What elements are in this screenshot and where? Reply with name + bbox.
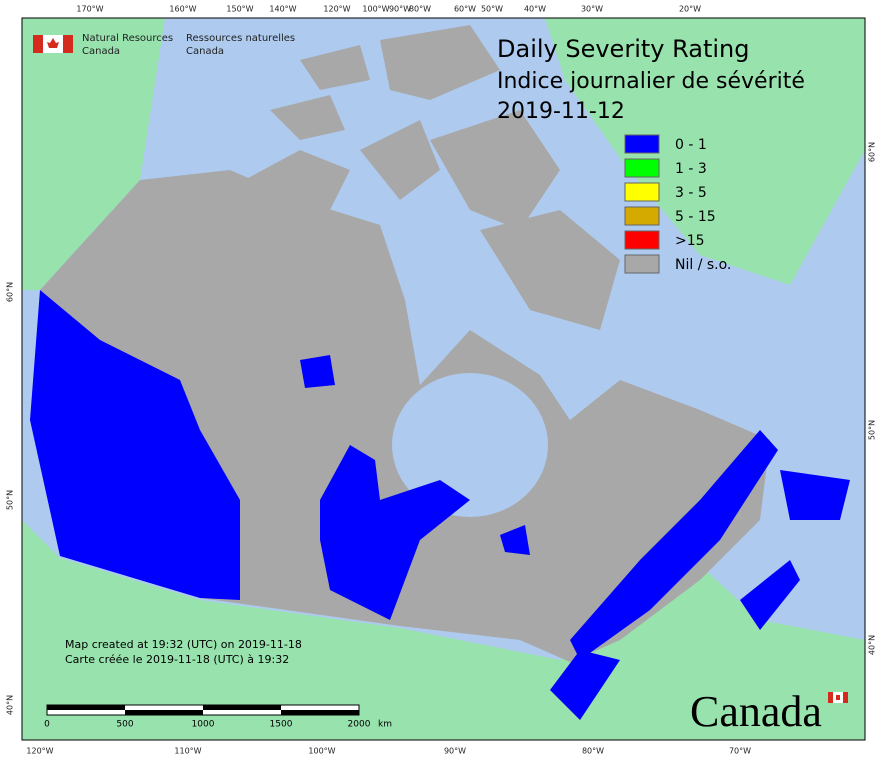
graticule-label: 140°W — [269, 5, 296, 14]
legend-label: 1 - 3 — [675, 161, 707, 177]
scale-label: 2000 — [348, 720, 371, 730]
graticule-label: 60°W — [454, 5, 476, 14]
graticule-label: 120°W — [323, 5, 350, 14]
title: Indice journalier de sévérité — [497, 69, 805, 94]
legend-swatch — [624, 182, 660, 202]
graticule-label: 170°W — [76, 5, 103, 14]
graticule-label: 50°N — [868, 420, 877, 440]
scale-label: 500 — [116, 720, 133, 730]
graticule-label: 20°W — [679, 5, 701, 14]
wordmark: Canada — [690, 687, 822, 736]
graticule-label: 70°W — [729, 747, 751, 756]
scale-unit: km — [378, 720, 392, 730]
graticule-label: 80°W — [582, 747, 604, 756]
legend-swatch — [624, 134, 660, 154]
rating-areas — [30, 290, 850, 720]
hudson-bay — [392, 373, 548, 517]
graticule-label: 150°W — [226, 5, 253, 14]
legend-swatch — [624, 158, 660, 178]
legend-swatch — [624, 254, 660, 274]
graticule-label: 50°N — [6, 490, 15, 510]
graticule-label: 90°W — [444, 747, 466, 756]
wordmark-flag — [828, 692, 848, 703]
legend-label: 5 - 15 — [675, 209, 716, 225]
agency-en: Natural Resources — [82, 33, 173, 44]
graticule-label: 30°W — [581, 5, 603, 14]
title: Daily Severity Rating — [497, 35, 749, 63]
scale-bar — [46, 704, 360, 716]
agency-en: Canada — [82, 46, 120, 57]
agency-fr: Ressources naturelles — [186, 33, 295, 44]
legend-label: Nil / s.o. — [675, 257, 731, 273]
note: Carte créée le 2019-11-18 (UTC) à 19:32 — [65, 653, 289, 666]
graticule-label: 120°W — [26, 747, 53, 756]
note: Map created at 19:32 (UTC) on 2019-11-18 — [65, 638, 302, 651]
legend-label: >15 — [675, 233, 705, 249]
date: 2019-11-12 — [497, 99, 625, 124]
graticule-label: 60°N — [6, 282, 15, 302]
legend-label: 3 - 5 — [675, 185, 707, 201]
graticule-label: 40°N — [868, 635, 877, 655]
graticule-label: 160°W — [169, 5, 196, 14]
graticule-label: 110°W — [174, 747, 201, 756]
graticule-label: 100°W — [362, 5, 389, 14]
scale-label: 1000 — [192, 720, 215, 730]
legend-swatch — [624, 206, 660, 226]
graticule-label: 40°W — [524, 5, 546, 14]
graticule-label: 50°W — [481, 5, 503, 14]
graticule-label: 60°N — [868, 142, 877, 162]
graticule-label: 100°W — [308, 747, 335, 756]
frame — [21, 17, 866, 741]
scale-label: 0 — [44, 720, 50, 730]
scale-label: 1500 — [270, 720, 293, 730]
graticule-label: 90°W — [389, 5, 411, 14]
legend-label: 0 - 1 — [675, 137, 707, 153]
foreign-land — [22, 18, 865, 740]
flag — [33, 35, 73, 53]
agency-fr: Canada — [186, 46, 224, 57]
legend-swatch — [624, 230, 660, 250]
graticule-label: 40°N — [6, 695, 15, 715]
graticule-label: 80°W — [409, 5, 431, 14]
